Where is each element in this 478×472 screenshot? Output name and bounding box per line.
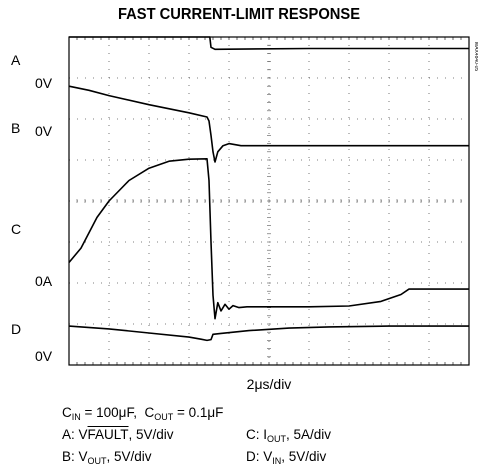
note-a: A: VFAULT, 5V/div: [62, 424, 174, 445]
note-b-prefix: B: V: [62, 449, 88, 464]
plot-frame: [68, 36, 470, 366]
timebase-label: 2μs/div: [246, 376, 292, 392]
channel-label-d: D: [11, 321, 22, 337]
note-a-over: FAULT: [87, 427, 129, 442]
traces: [68, 36, 469, 342]
channel-label-a: A: [11, 52, 21, 68]
note-b-sub: OUT: [87, 456, 107, 466]
note-b-rest: , 5V/div: [106, 449, 152, 464]
note-c: C: IOUT, 5A/div: [246, 424, 331, 450]
note-b: B: VOUT, 5V/div: [62, 446, 152, 472]
conditions: CIN = 100μF, COUT = 0.1μF: [62, 402, 223, 428]
note-c-sub: OUT: [267, 434, 287, 444]
ground-label-d: 0V: [35, 348, 53, 364]
cout-rest: = 0.1μF: [173, 405, 224, 420]
channel-label-c: C: [11, 221, 22, 237]
note-c-rest: , 5A/div: [286, 427, 332, 442]
channel-label-b: B: [11, 120, 21, 136]
note-d-prefix: D: V: [246, 449, 273, 464]
ground-label-a: 0V: [35, 75, 53, 91]
note-d-rest: , 5V/div: [281, 449, 327, 464]
chart-title: FAST CURRENT-LIMIT RESPONSE: [117, 6, 361, 23]
cin-rest: = 100μF,: [80, 405, 137, 420]
trace-d: [68, 325, 469, 342]
corner-id: MAX4840-05: [473, 42, 478, 71]
cin-main: C: [62, 405, 72, 420]
trace-b: [68, 85, 469, 163]
note-a-rest: , 5V/div: [128, 427, 174, 442]
note-c-prefix: C: I: [246, 427, 268, 442]
graticule: [68, 36, 470, 366]
note-a-prefix: A: V: [62, 427, 88, 442]
cout-main: C: [144, 405, 155, 420]
trace-a: [69, 36, 469, 51]
cout-sub: OUT: [154, 412, 174, 422]
cin-sub: IN: [71, 412, 81, 422]
note-d-sub: IN: [272, 456, 282, 466]
ground-label-b: 0V: [35, 123, 53, 139]
trace-c: [68, 158, 469, 320]
ground-label-c: 0A: [35, 273, 53, 289]
note-d: D: VIN, 5V/div: [246, 446, 326, 472]
